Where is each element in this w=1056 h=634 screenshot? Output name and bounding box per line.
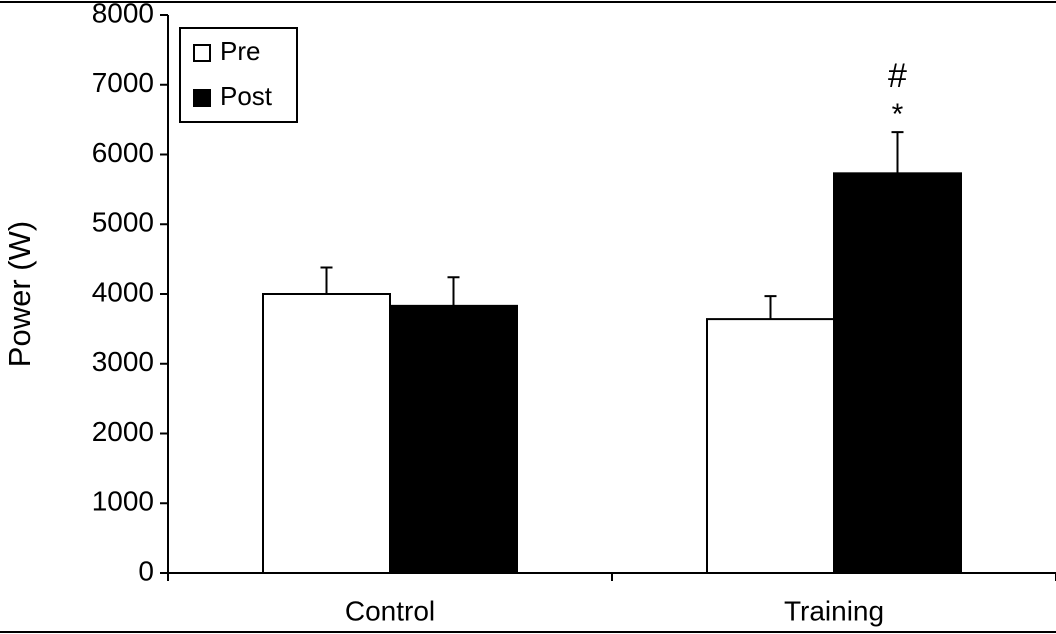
- y-tick-label: 2000: [92, 416, 154, 447]
- y-tick-label: 7000: [92, 67, 154, 98]
- annotation: *: [892, 98, 904, 131]
- legend-label: Post: [220, 81, 273, 111]
- annotation: #: [888, 57, 907, 95]
- bar: [262, 293, 391, 574]
- y-tick-label: 5000: [92, 207, 154, 238]
- error-bar: [447, 276, 460, 306]
- y-tick-label: 3000: [92, 346, 154, 377]
- y-tick-label: 4000: [92, 276, 154, 307]
- legend-swatch: [193, 89, 211, 107]
- legend-swatch: [193, 44, 211, 62]
- y-tick-label: 1000: [92, 486, 154, 517]
- y-tick-label: 6000: [92, 137, 154, 168]
- y-tick-label: 8000: [92, 0, 154, 28]
- x-tick-label: Training: [784, 595, 884, 626]
- bar: [833, 172, 962, 575]
- bar: [706, 318, 835, 574]
- y-tick-label: 0: [138, 555, 154, 586]
- error-bar: [891, 131, 904, 174]
- x-tick-label: Control: [345, 595, 435, 626]
- error-bar: [320, 266, 333, 294]
- y-axis-label: Power (W): [2, 221, 37, 367]
- bar: [389, 304, 518, 574]
- legend-label: Pre: [220, 36, 260, 66]
- error-bar: [764, 295, 777, 320]
